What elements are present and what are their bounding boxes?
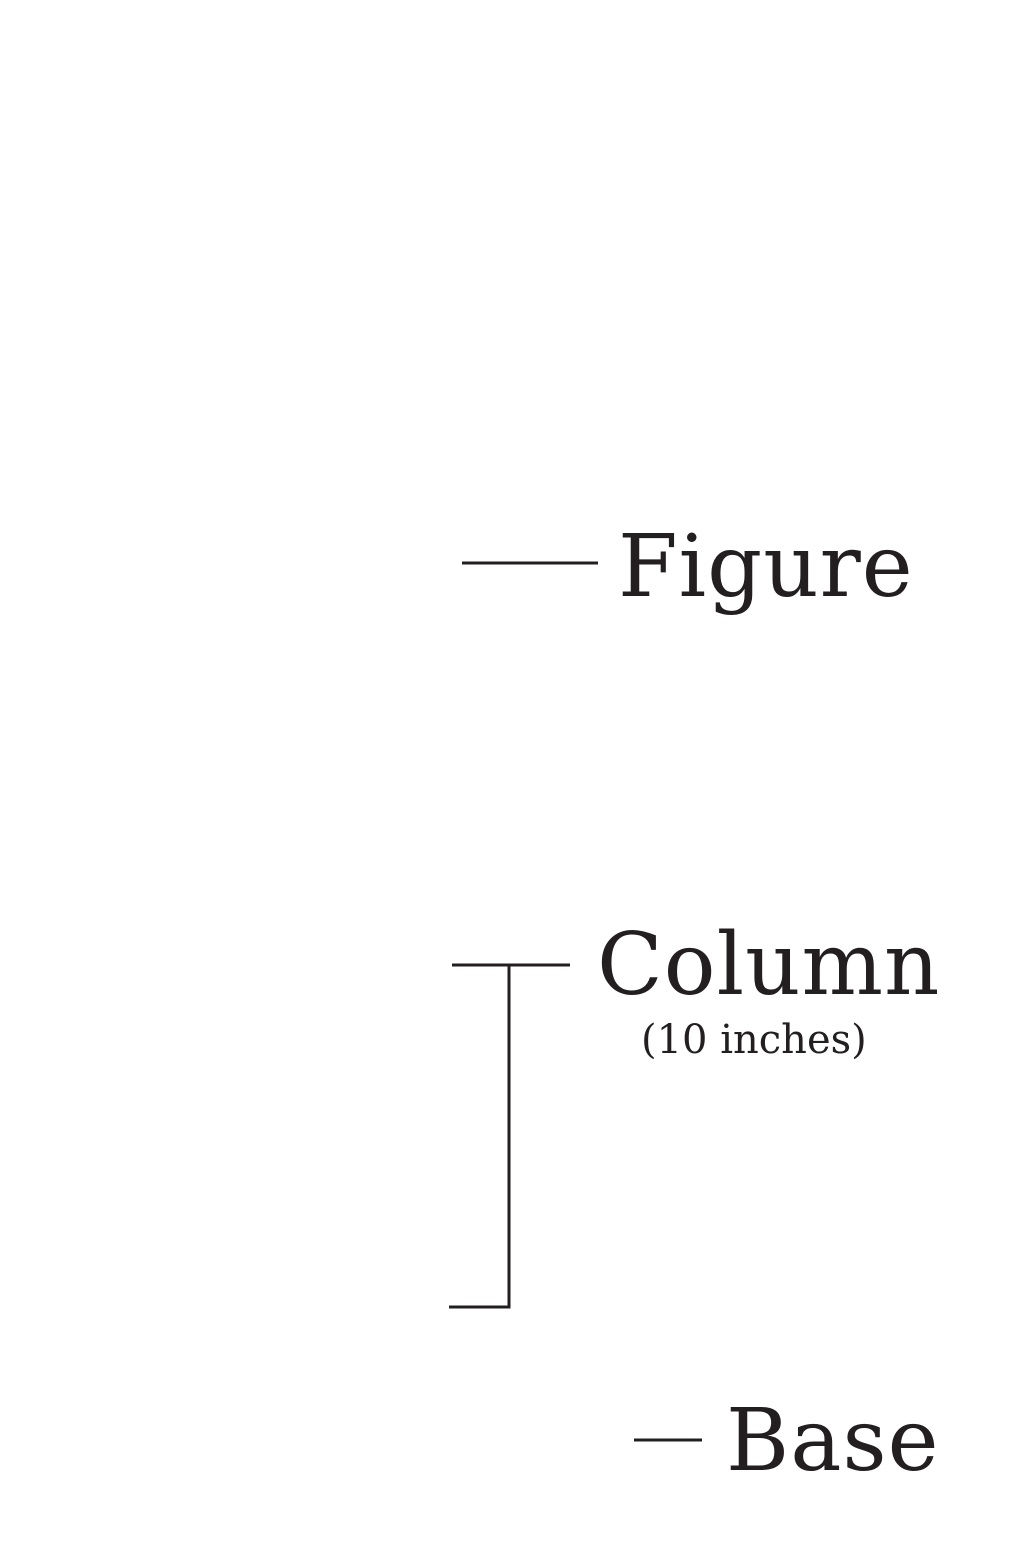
column-height-label: (10 inches) <box>641 1017 867 1063</box>
figure-label: Figure <box>618 517 914 617</box>
column-label: Column <box>597 915 941 1015</box>
column-bracket-body <box>449 965 511 1309</box>
base-label: Base <box>726 1391 940 1491</box>
